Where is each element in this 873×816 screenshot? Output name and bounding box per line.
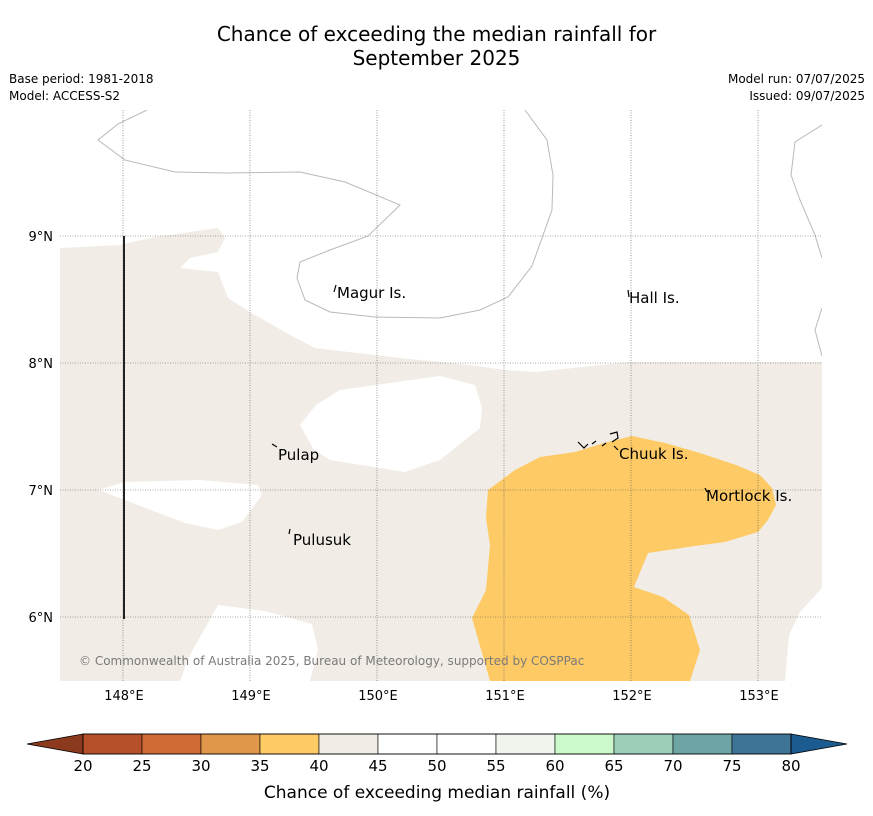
lon-tick: 152°E [612,689,652,704]
model-run: Model run: 07/07/2025 [727,72,865,86]
lon-tick-labels: 148°E 149°E 150°E 151°E 152°E 153°E [104,689,779,704]
region-45-55-south [180,605,318,681]
colorbar-label: Chance of exceeding median rainfall (%) [264,783,610,803]
lon-tick: 148°E [104,689,144,704]
colorbar-segment [613,733,674,755]
colorbar-tick-labels: 20 25 30 35 40 45 50 55 60 65 70 75 80 [73,757,800,775]
colorbar-segment [554,733,615,755]
island-hall [627,289,630,298]
title-line-1: Chance of exceeding the median rainfall … [216,22,657,46]
colorbar-frame [82,733,792,755]
islands [271,284,708,535]
copyright-text: © Commonwealth of Australia 2025, Bureau… [79,654,584,668]
colorbar-tick: 30 [191,757,210,775]
colorbar-tick: 35 [250,757,269,775]
lat-tick: 8°N [29,357,54,372]
lat-tick: 7°N [29,484,54,499]
region-45-55-west [98,480,262,530]
colorbar-tick: 80 [781,757,800,775]
lat-tick-labels: 9°N 8°N 7°N 6°N [29,230,54,626]
island-chuuk-lagoon [577,431,619,451]
colorbar-segment [731,733,792,755]
island-pulusuk [288,528,291,535]
colorbar-tick: 70 [663,757,682,775]
meta-left: Base period: 1981-2018 Model: ACCESS-S2 [9,71,154,105]
model-name: Model: ACCESS-S2 [9,89,121,103]
colorbar-tick: 45 [368,757,387,775]
label-magur: Magur Is. [337,284,406,302]
colorbar-segment [377,733,438,755]
colorbar-segment [672,733,733,755]
colorbar-segments [82,733,792,755]
issued-date: Issued: 09/07/2025 [749,89,865,103]
base-period: Base period: 1981-2018 [9,72,154,86]
colorbar-tick: 60 [545,757,564,775]
place-labels: Magur Is. Hall Is. Pulap Chuuk Is. Mortl… [278,284,792,549]
title-line-2: September 2025 [352,46,521,70]
colorbar-tick: 55 [486,757,505,775]
map-title: Chance of exceeding the median rainfall … [0,22,873,70]
region-45-55-central [300,376,482,472]
label-chuuk: Chuuk Is. [619,445,688,463]
map-area: Magur Is. Hall Is. Pulap Chuuk Is. Mortl… [60,110,822,681]
contour-north [97,110,554,319]
colorbar-tick: 40 [309,757,328,775]
lon-tick: 151°E [485,689,525,704]
island-mortlock [704,487,708,493]
lat-tick: 9°N [29,230,54,245]
colorbar-segment [436,733,497,755]
region-45-55-north [60,110,822,372]
colorbar-tick: 75 [722,757,741,775]
island-pulap [271,443,278,448]
label-hall: Hall Is. [629,289,680,307]
region-35-40 [472,436,776,681]
region-45-55-southeast [785,588,822,681]
label-pulusuk: Pulusuk [293,531,351,549]
contour-east [790,124,822,259]
lon-tick: 149°E [231,689,271,704]
colorbar-under-arrow [26,733,84,755]
colorbar-segment [495,733,556,755]
colorbar-over-arrow [790,733,848,755]
colorbar-segment [318,733,379,755]
colorbar-tick: 25 [132,757,151,775]
colorbar: 20 25 30 35 40 45 50 55 60 65 70 75 80 Chance of exc… [26,733,848,803]
island-magur [333,284,337,293]
colorbar-segment [200,733,261,755]
lon-tick: 153°E [739,689,779,704]
meta-right: Model run: 07/07/2025 Issued: 09/07/2025 [728,71,865,105]
contour-east-2 [814,307,822,357]
colorbar-tick: 65 [604,757,623,775]
graticule [60,110,822,681]
colorbar-tick: 20 [73,757,92,775]
label-mortlock: Mortlock Is. [706,487,792,505]
lon-tick: 150°E [358,689,398,704]
colorbar-segment [141,733,202,755]
lat-tick: 6°N [29,611,54,626]
colorbar-tick: 50 [427,757,446,775]
colorbar-segment [259,733,320,755]
colorbar-segment [82,733,143,755]
label-pulap: Pulap [278,446,319,464]
